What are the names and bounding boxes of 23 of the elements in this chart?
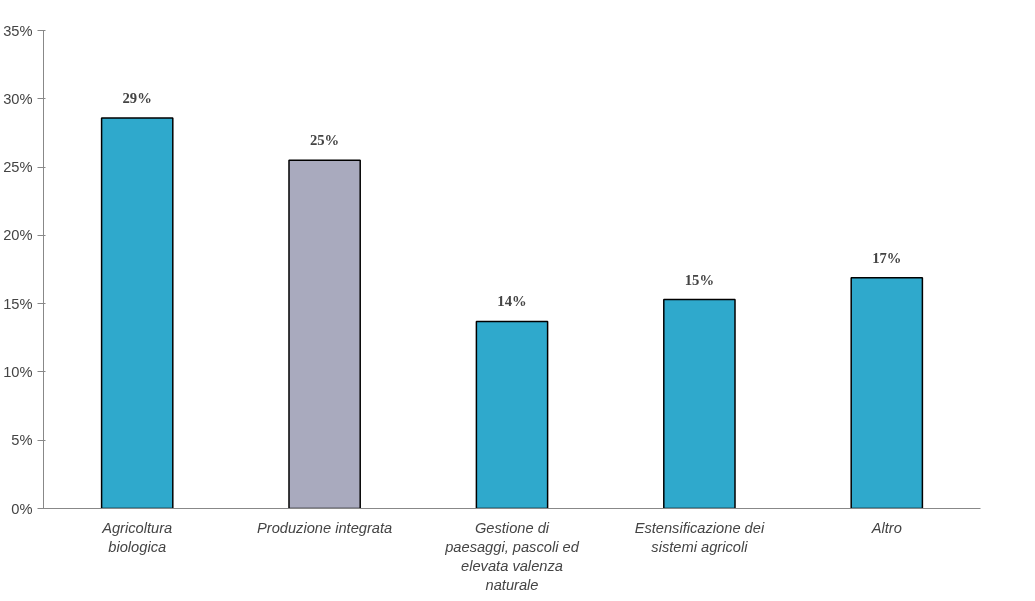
data-label: 14% xyxy=(497,293,527,310)
data-label: 29% xyxy=(122,89,152,106)
y-tick-label: 25% xyxy=(3,159,33,176)
y-tick-label: 30% xyxy=(3,90,33,107)
y-tick-label: 5% xyxy=(11,432,33,449)
bar xyxy=(100,117,174,509)
y-tick-label: 35% xyxy=(3,22,33,39)
x-tick-label: Produzione integrata xyxy=(256,519,393,536)
bar xyxy=(475,320,549,509)
data-label: 25% xyxy=(309,132,340,149)
bar xyxy=(288,159,361,509)
x-tick-label: Agricoltura biologica xyxy=(101,519,173,555)
x-tick-label: Gestione di paesaggi, pascoli ed elevata valenza naturale xyxy=(444,519,580,594)
bar xyxy=(663,298,736,509)
data-label: 17% xyxy=(872,249,902,266)
x-tick-label: Altro xyxy=(870,519,902,536)
data-label: 15% xyxy=(684,271,715,288)
x-tick-label: Estensificazione dei sistemi agricoli xyxy=(634,519,765,555)
y-tick-label: 15% xyxy=(3,295,33,312)
bar xyxy=(850,276,924,509)
y-tick-label: 20% xyxy=(3,227,33,244)
y-tick-label: 10% xyxy=(3,363,33,380)
y-tick-label: 0% xyxy=(11,500,33,517)
